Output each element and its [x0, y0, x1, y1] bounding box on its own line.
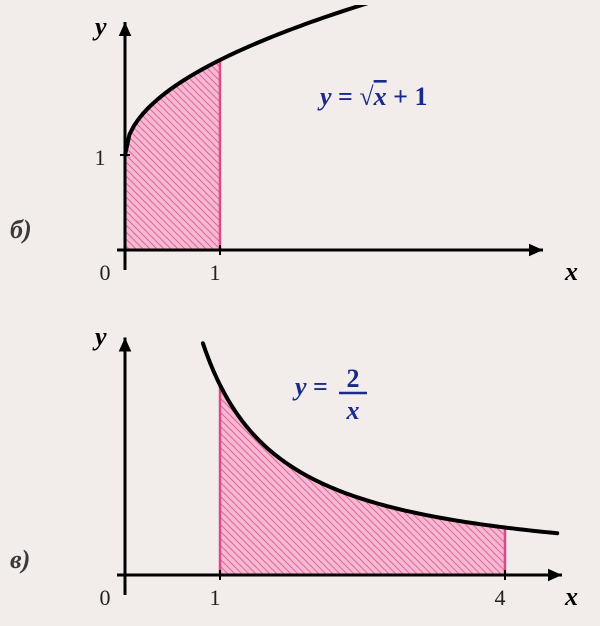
- ytick-label: 1: [95, 145, 106, 170]
- origin-label: 0: [100, 585, 111, 610]
- svg-text:y =: y =: [292, 372, 328, 401]
- x-axis-label: x: [564, 582, 578, 611]
- panel-label-b: б): [10, 215, 32, 245]
- svg-text:x: x: [346, 396, 360, 425]
- shaded-region: [220, 385, 505, 575]
- x-axis-arrow: [548, 569, 562, 582]
- xtick-label: 1: [210, 585, 221, 610]
- plot-b: 1 1 0 y x y = √x + 1: [60, 5, 590, 295]
- y-axis-arrow: [119, 22, 132, 36]
- plot-svg: 1 4 0 y x y = 2 x: [60, 315, 590, 615]
- equation: y = √x + 1: [317, 82, 427, 111]
- y-axis-label: y: [92, 322, 107, 351]
- xtick-label: 1: [210, 260, 221, 285]
- page: б) 1 1 0 y x y = √x + 1 в) 1 4 0 y x y = 2 x: [0, 0, 600, 626]
- origin-label: 0: [100, 260, 111, 285]
- svg-text:2: 2: [347, 364, 360, 393]
- x-axis-arrow: [529, 244, 543, 257]
- plot-svg: 1 1 0 y x y = √x + 1: [60, 5, 590, 295]
- x-axis-label: x: [564, 257, 578, 286]
- equation: y = 2 x: [292, 364, 367, 425]
- xtick-label: 4: [495, 585, 506, 610]
- panel-label-v: в): [10, 545, 30, 575]
- y-axis-label: y: [92, 12, 107, 41]
- y-axis-arrow: [119, 338, 132, 352]
- plot-v: 1 4 0 y x y = 2 x: [60, 315, 590, 615]
